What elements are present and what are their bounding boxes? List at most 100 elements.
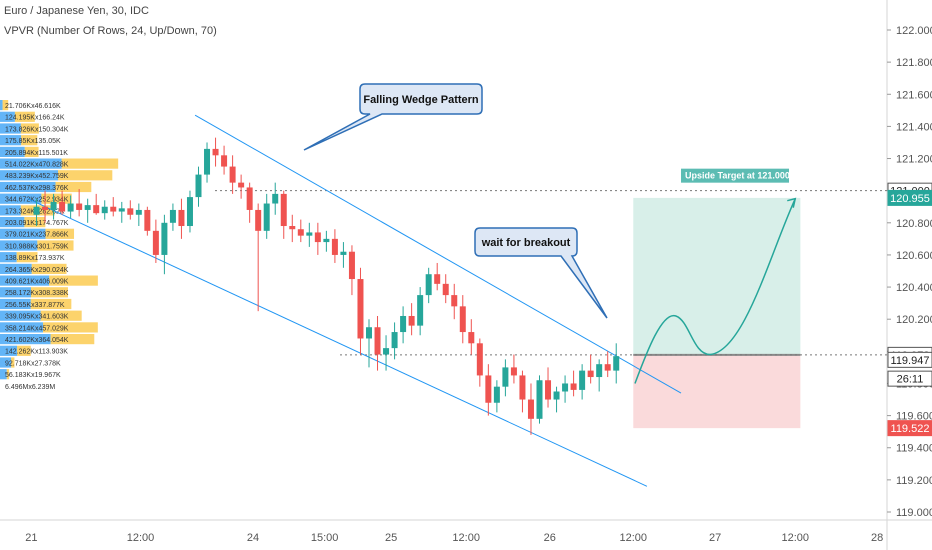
volume-label: 421.602Kx364.054K bbox=[5, 337, 69, 344]
volume-bar-up bbox=[0, 345, 18, 356]
volume-label: 358.214Kx457.029K bbox=[5, 325, 69, 332]
x-tick-label: 15:00 bbox=[311, 532, 339, 544]
price-label: 26:11 bbox=[897, 374, 924, 386]
volume-label: 6.496Mx6.239M bbox=[5, 384, 55, 391]
y-tick-label: 119.400 bbox=[896, 443, 932, 455]
volume-bar-down bbox=[11, 357, 15, 368]
projection-arrowhead bbox=[787, 197, 797, 208]
volume-bar-up bbox=[0, 334, 51, 345]
candle-body bbox=[306, 232, 313, 236]
candle-body bbox=[545, 380, 552, 400]
candle-body bbox=[297, 229, 304, 236]
candle-body bbox=[161, 222, 168, 255]
candle-body bbox=[604, 364, 611, 371]
price-label-bg bbox=[887, 370, 932, 387]
y-tick-label: 119.000 bbox=[896, 507, 932, 519]
volume-label: 339.095Kx341.603K bbox=[5, 314, 69, 321]
candle-body bbox=[42, 206, 49, 210]
candle-body bbox=[340, 251, 347, 255]
candle-body bbox=[468, 332, 475, 344]
callout-breakout-bubble bbox=[474, 227, 608, 319]
candle-body bbox=[442, 283, 449, 296]
y-tick-label: 121.800 bbox=[896, 57, 932, 69]
volume-bar-down bbox=[55, 181, 92, 193]
volume-bar-down bbox=[45, 228, 75, 239]
candle-body bbox=[562, 383, 569, 392]
x-tick-label: 21 bbox=[25, 532, 37, 544]
y-tick-label: 119.200 bbox=[896, 475, 932, 487]
target-label: Upside Target at 121.000 bbox=[685, 171, 790, 181]
volume-bar-up bbox=[0, 369, 7, 380]
volume-label: 462.537Kx298.376K bbox=[5, 185, 69, 192]
candle-body bbox=[152, 230, 159, 255]
y-tick-label: 119.600 bbox=[896, 411, 932, 423]
trendline-upper bbox=[194, 114, 682, 394]
volume-bar-down bbox=[37, 240, 74, 251]
candle-body bbox=[84, 205, 91, 210]
volume-bar-up bbox=[0, 240, 38, 251]
volume-bar-up bbox=[0, 357, 12, 368]
volume-label: 258.172Kx308.338K bbox=[5, 290, 69, 297]
target-zone bbox=[633, 197, 801, 355]
price-label-bg bbox=[887, 351, 932, 368]
volume-bar-down bbox=[24, 146, 39, 157]
candle-body bbox=[391, 332, 398, 349]
volume-label: 21.706Kx46.616K bbox=[5, 103, 61, 110]
chart-title: Euro / Japanese Yen, 30, IDC bbox=[4, 5, 149, 17]
candles-group bbox=[33, 137, 620, 435]
price-label: 119.522 bbox=[891, 423, 930, 435]
candle-body bbox=[118, 208, 125, 212]
volume-bar-down bbox=[50, 334, 95, 345]
trendline-lower bbox=[27, 198, 648, 487]
candle-body bbox=[400, 315, 407, 333]
target-label-bg bbox=[681, 168, 790, 183]
candle-body bbox=[246, 187, 253, 210]
volume-bar-up bbox=[0, 100, 3, 111]
volume-label: 56.183Kx19.967K bbox=[5, 372, 61, 379]
candle-body bbox=[204, 148, 211, 175]
y-tick-label: 121.600 bbox=[896, 89, 932, 101]
candle-body bbox=[212, 148, 219, 156]
volume-label: 205.894Kx115.501K bbox=[5, 150, 68, 157]
volume-bar-down bbox=[17, 345, 31, 356]
candle-body bbox=[186, 197, 193, 227]
volume-label: 138.89Kx173.937K bbox=[5, 255, 65, 262]
volume-label: 175.85Kx135.05K bbox=[5, 138, 61, 145]
volume-bar-up bbox=[0, 275, 50, 286]
candle-body bbox=[289, 226, 296, 230]
projection-curve bbox=[634, 198, 796, 384]
y-tick-label: 120.600 bbox=[896, 250, 932, 262]
x-tick-label: 12:00 bbox=[781, 532, 809, 544]
candle-body bbox=[493, 386, 500, 403]
volume-bar-down bbox=[61, 158, 119, 169]
x-tick-label: 28 bbox=[871, 532, 883, 544]
volume-bar-down bbox=[24, 217, 46, 228]
price-label-bg bbox=[887, 420, 932, 437]
candle-body bbox=[408, 315, 415, 326]
volume-bar-up bbox=[0, 146, 25, 157]
price-label: 119.947 bbox=[891, 355, 930, 367]
candle-body bbox=[331, 238, 338, 255]
volume-bar-up bbox=[0, 298, 31, 310]
candle-body bbox=[195, 174, 202, 198]
candle-body bbox=[348, 251, 355, 280]
stop-zone bbox=[633, 354, 801, 429]
candle-body bbox=[417, 295, 424, 326]
candle-body bbox=[59, 201, 66, 212]
y-tick-label: 122.000 bbox=[896, 25, 932, 37]
candle-body bbox=[76, 203, 83, 210]
y-tick-label: 121.200 bbox=[896, 154, 932, 166]
candle-body bbox=[127, 208, 134, 215]
volume-bar-down bbox=[30, 298, 72, 310]
candle-body bbox=[425, 274, 432, 296]
x-tick-label: 27 bbox=[709, 532, 721, 544]
candle-body bbox=[238, 182, 245, 188]
volume-bar-up bbox=[0, 158, 62, 169]
volume-bar-down bbox=[31, 263, 67, 274]
callout-wedge-text: Falling Wedge Pattern bbox=[363, 94, 479, 106]
candle-body bbox=[255, 209, 262, 231]
candle-body bbox=[613, 356, 620, 371]
volume-label: 256.55Kx337.877K bbox=[5, 302, 65, 309]
candle-body bbox=[169, 209, 176, 223]
